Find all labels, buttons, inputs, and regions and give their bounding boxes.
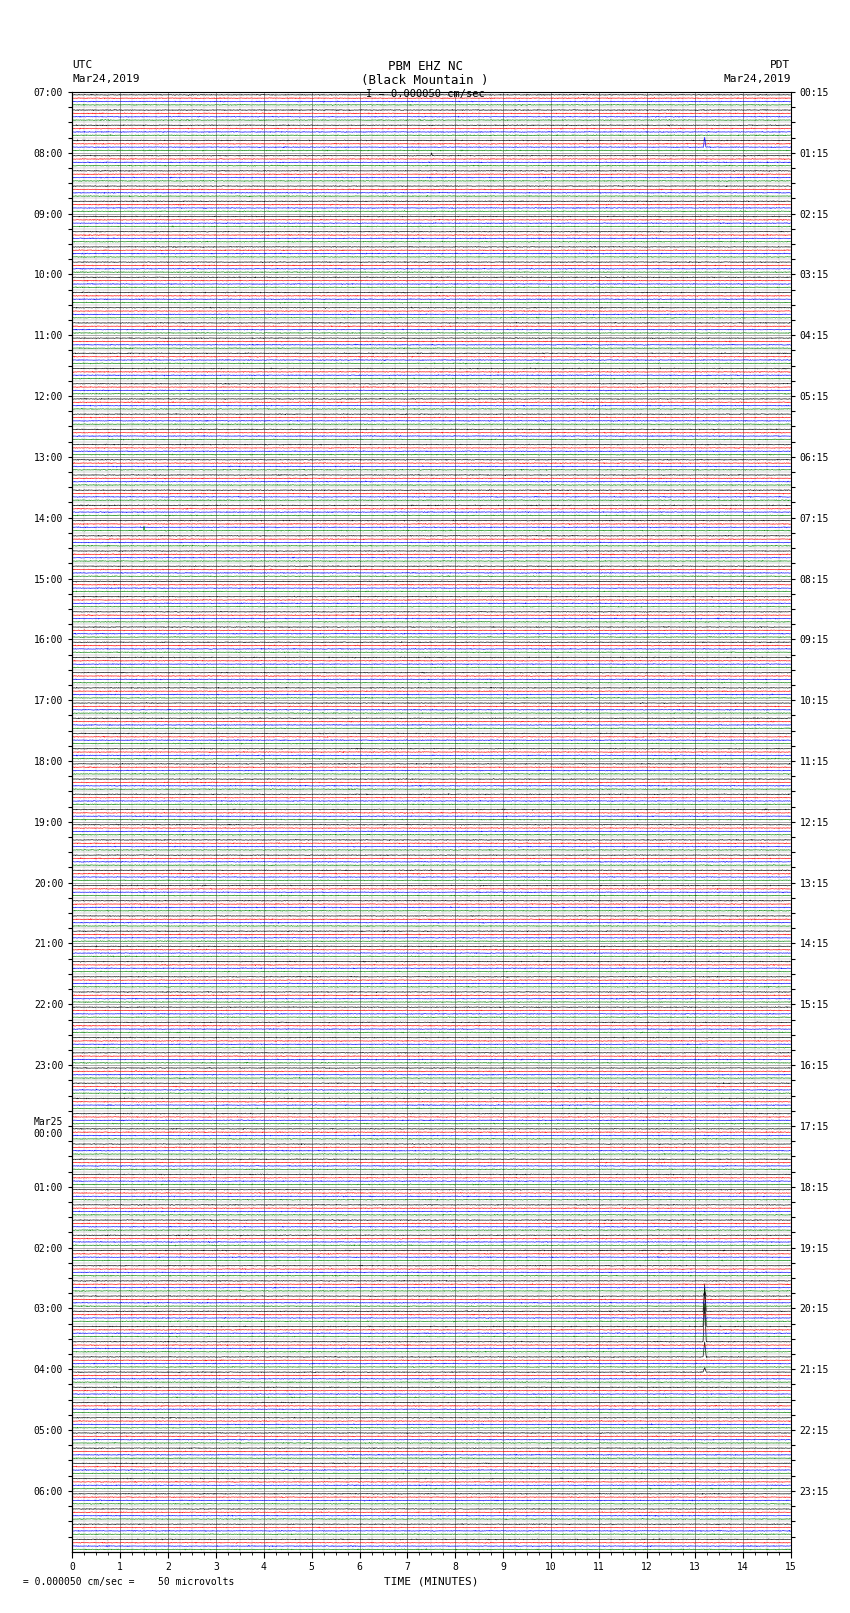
Text: Mar24,2019: Mar24,2019 — [72, 74, 139, 84]
X-axis label: TIME (MINUTES): TIME (MINUTES) — [384, 1576, 479, 1586]
Text: I = 0.000050 cm/sec: I = 0.000050 cm/sec — [366, 89, 484, 98]
Text: UTC: UTC — [72, 60, 93, 69]
Text: Mar24,2019: Mar24,2019 — [723, 74, 791, 84]
Text: PBM EHZ NC: PBM EHZ NC — [388, 60, 462, 73]
Text: (Black Mountain ): (Black Mountain ) — [361, 74, 489, 87]
Text: PDT: PDT — [770, 60, 790, 69]
Text: = 0.000050 cm/sec =    50 microvolts: = 0.000050 cm/sec = 50 microvolts — [17, 1578, 235, 1587]
